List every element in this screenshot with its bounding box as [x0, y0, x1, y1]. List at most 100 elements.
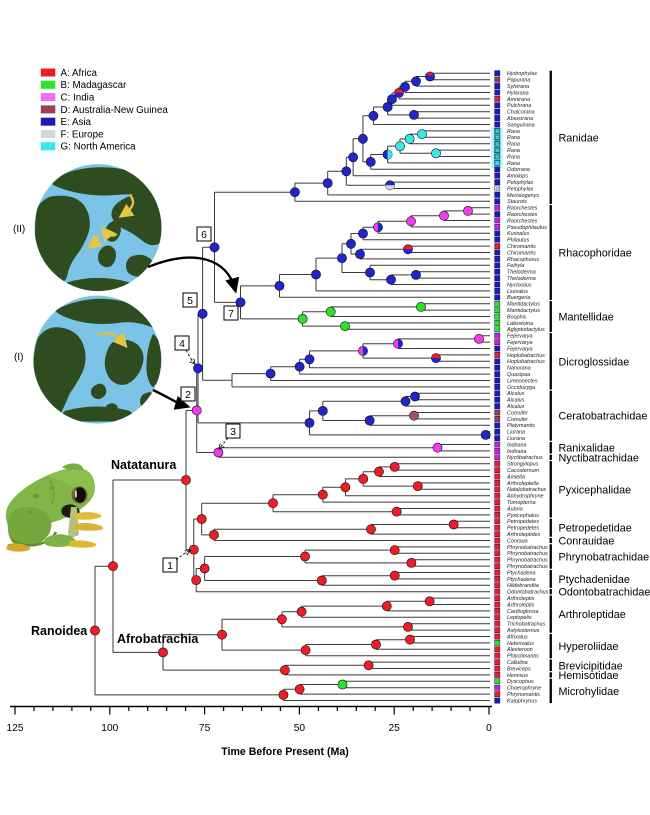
svg-text:Indirana: Indirana	[507, 449, 526, 455]
svg-text:Quasipaa: Quasipaa	[507, 372, 530, 378]
svg-text:Natatanura: Natatanura	[111, 458, 177, 472]
svg-text:Indirana: Indirana	[507, 442, 526, 448]
svg-text:Ranoidea: Ranoidea	[31, 624, 88, 638]
svg-text:Nyctixalus: Nyctixalus	[507, 282, 532, 288]
svg-text:Phrynobatrachus: Phrynobatrachus	[507, 564, 548, 570]
svg-text:Trichobatrachus: Trichobatrachus	[507, 622, 546, 628]
svg-text:G: G	[496, 135, 500, 140]
svg-text:6: 6	[201, 229, 207, 241]
svg-text:Platymantis: Platymantis	[507, 423, 535, 429]
svg-text:Mantellidae: Mantellidae	[559, 312, 614, 324]
svg-text:Rana: Rana	[507, 135, 520, 141]
svg-text:Hoplobatrachus: Hoplobatrachus	[507, 359, 545, 365]
svg-text:5: 5	[187, 295, 193, 307]
svg-text:Fejervarya: Fejervarya	[507, 334, 532, 340]
svg-text:Theloderma: Theloderma	[507, 270, 536, 276]
svg-text:Hemisotidae: Hemisotidae	[559, 670, 619, 682]
svg-text:Pelophylax: Pelophylax	[507, 186, 534, 192]
svg-text:Chalcorana: Chalcorana	[507, 110, 535, 116]
svg-text:Ceratobatrachidae: Ceratobatrachidae	[559, 411, 648, 423]
svg-text:0: 0	[486, 723, 492, 734]
svg-text:Nyctibatrachus: Nyctibatrachus	[507, 455, 543, 461]
svg-text:Strongylopus: Strongylopus	[507, 462, 539, 468]
svg-text:Afrobatrachia: Afrobatrachia	[117, 632, 199, 646]
svg-text:Rana: Rana	[507, 142, 520, 148]
svg-text:Mantidactylus: Mantidactylus	[507, 308, 540, 314]
svg-text:Tomopterna: Tomopterna	[507, 500, 536, 506]
svg-text:Mantidactylus: Mantidactylus	[507, 302, 540, 308]
svg-text:G: G	[496, 148, 500, 153]
svg-text:Hylarana: Hylarana	[507, 90, 529, 96]
svg-text:Aubria: Aubria	[506, 506, 523, 512]
svg-text:Astylosternus: Astylosternus	[506, 628, 540, 634]
svg-text:Microhylidae: Microhylidae	[559, 686, 620, 698]
svg-text:(I): (I)	[14, 352, 23, 363]
svg-text:Afrixalus: Afrixalus	[506, 634, 528, 640]
svg-text:F: F	[496, 186, 499, 191]
svg-text:Chiromantis: Chiromantis	[507, 244, 536, 250]
svg-text:Occidozyga: Occidozyga	[507, 385, 535, 391]
svg-text:Sanguirana: Sanguirana	[507, 122, 535, 128]
svg-text:Ptychadenidae: Ptychadenidae	[559, 574, 630, 586]
svg-text:Breviceps: Breviceps	[507, 666, 531, 672]
svg-text:G: G	[496, 154, 500, 159]
svg-text:Abavorana: Abavorana	[506, 116, 533, 122]
svg-text:Pyxicephalus: Pyxicephalus	[507, 513, 539, 519]
svg-text:Heterixalus: Heterixalus	[507, 641, 534, 647]
svg-text:Hemisus: Hemisus	[507, 673, 528, 679]
svg-text:3: 3	[230, 426, 236, 438]
svg-text:Phrynobatrachus: Phrynobatrachus	[507, 545, 548, 551]
svg-text:Hydrophylax: Hydrophylax	[507, 71, 537, 77]
svg-text:Raorchestes: Raorchestes	[507, 206, 538, 212]
svg-text:Phrynobatrachus: Phrynobatrachus	[507, 558, 548, 564]
svg-text:Cornufer: Cornufer	[507, 410, 528, 416]
svg-text:Callulina: Callulina	[507, 660, 528, 666]
svg-text:Conrauidae: Conrauidae	[559, 536, 615, 548]
svg-text:Phrynobatrachus: Phrynobatrachus	[507, 551, 548, 557]
svg-text:Cornufer: Cornufer	[507, 417, 528, 423]
svg-text:Ranidae: Ranidae	[559, 132, 599, 144]
svg-text:Buergeria: Buergeria	[507, 295, 530, 301]
svg-text:C: India: C: India	[61, 93, 95, 104]
svg-text:Sylvirana: Sylvirana	[507, 84, 529, 90]
svg-text:25: 25	[389, 723, 401, 734]
svg-text:Arthroleptides: Arthroleptides	[506, 532, 541, 538]
svg-text:Nyctibatrachidae: Nyctibatrachidae	[559, 452, 639, 464]
svg-text:Kurixalus: Kurixalus	[507, 231, 529, 237]
svg-text:Ptychadena: Ptychadena	[507, 570, 535, 576]
svg-text:Rana: Rana	[507, 161, 520, 167]
svg-text:Natalobatrachus: Natalobatrachus	[507, 487, 547, 493]
svg-text:E: Asia: E: Asia	[61, 117, 92, 128]
svg-text:G: G	[496, 142, 500, 147]
svg-text:Raorchestes: Raorchestes	[507, 218, 538, 224]
svg-text:Kalophrynus: Kalophrynus	[507, 698, 537, 704]
svg-text:G: North America: G: North America	[61, 142, 137, 153]
svg-text:B: Madagascar: B: Madagascar	[61, 80, 128, 91]
svg-text:Hyperoliidae: Hyperoliidae	[559, 641, 619, 653]
svg-text:75: 75	[199, 723, 211, 734]
svg-text:Dicroglossidae: Dicroglossidae	[559, 356, 630, 368]
svg-text:Rana: Rana	[507, 129, 520, 135]
svg-text:Philautus: Philautus	[507, 238, 529, 244]
svg-text:Odontobatrachus: Odontobatrachus	[507, 590, 549, 596]
svg-text:Papurana: Papurana	[507, 78, 530, 84]
svg-text:(II): (II)	[13, 224, 25, 235]
svg-text:Phrynobatrachidae: Phrynobatrachidae	[559, 552, 650, 564]
svg-text:125: 125	[7, 723, 24, 734]
svg-text:50: 50	[294, 723, 306, 734]
svg-text:Hildebrandtia: Hildebrandtia	[507, 583, 539, 589]
svg-text:Petropedetes: Petropedetes	[507, 519, 539, 525]
svg-text:D: Australia-New Guinea: D: Australia-New Guinea	[61, 105, 169, 116]
svg-text:Arthroleptidae: Arthroleptidae	[559, 609, 626, 621]
svg-text:G: G	[496, 161, 500, 166]
svg-text:Meristogenys: Meristogenys	[507, 193, 539, 199]
svg-text:Staurois: Staurois	[507, 199, 527, 205]
svg-text:Nanorana: Nanorana	[507, 366, 531, 372]
svg-text:Chiromantis: Chiromantis	[507, 250, 536, 256]
svg-text:Amolops: Amolops	[506, 174, 528, 180]
svg-text:Amnirana: Amnirana	[506, 97, 530, 103]
svg-text:Liurana: Liurana	[507, 430, 525, 436]
svg-text:Aglyptodactylus: Aglyptodactylus	[506, 327, 545, 333]
svg-text:Dyscophus: Dyscophus	[507, 679, 534, 685]
svg-text:1: 1	[167, 560, 173, 572]
